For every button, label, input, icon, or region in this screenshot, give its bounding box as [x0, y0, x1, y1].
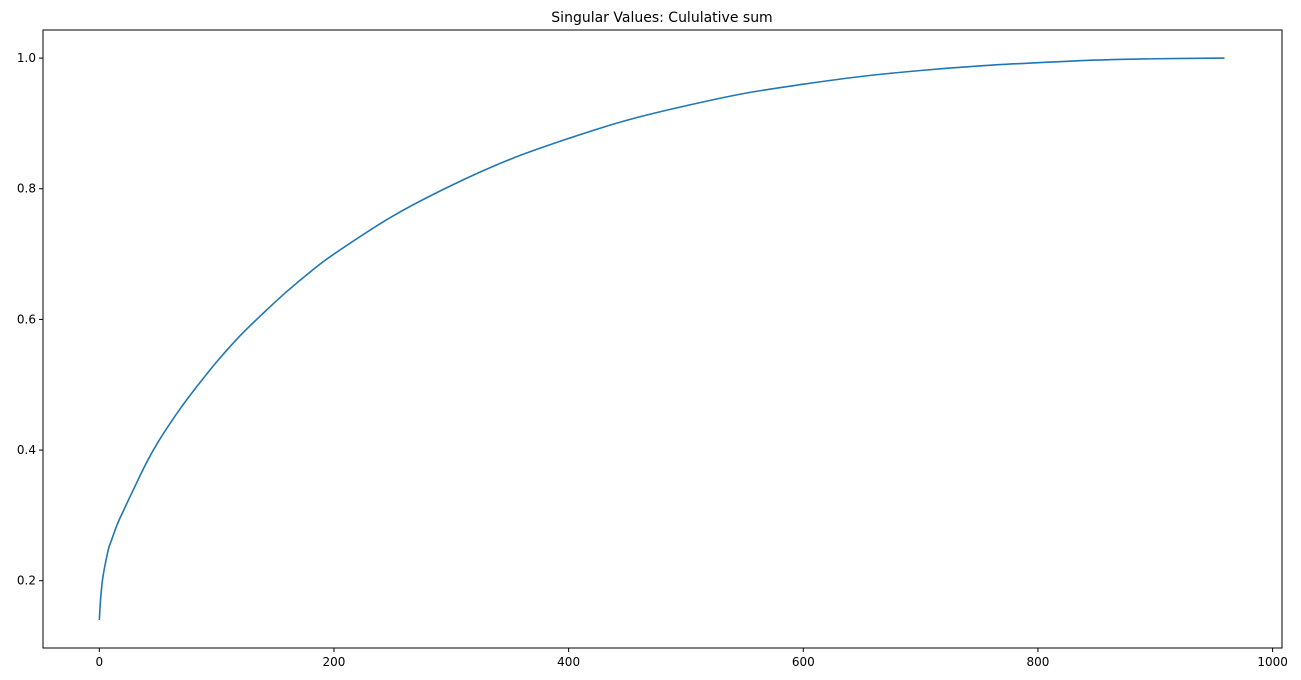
chart-title: Singular Values: Cululative sum — [551, 10, 772, 26]
x-tick-label: 800 — [1027, 655, 1050, 669]
y-tick-label: 0.4 — [17, 443, 36, 457]
x-tick-label: 1000 — [1257, 655, 1288, 669]
x-tick-label: 400 — [557, 655, 580, 669]
y-axis: 0.2 0.4 0.6 0.8 1.0 — [17, 51, 43, 588]
x-tick-label: 200 — [323, 655, 346, 669]
y-tick-label: 1.0 — [17, 51, 36, 65]
x-axis: 0 200 400 600 800 1000 — [95, 648, 1288, 669]
y-tick-label: 0.2 — [17, 574, 36, 588]
x-tick-label: 0 — [95, 655, 103, 669]
y-tick-label: 0.6 — [17, 312, 36, 326]
series-layer — [98, 57, 1225, 620]
series-line — [98, 57, 1225, 620]
y-tick-label: 0.8 — [17, 182, 36, 196]
plot-frame — [42, 29, 1283, 649]
x-tick-label: 600 — [792, 655, 815, 669]
